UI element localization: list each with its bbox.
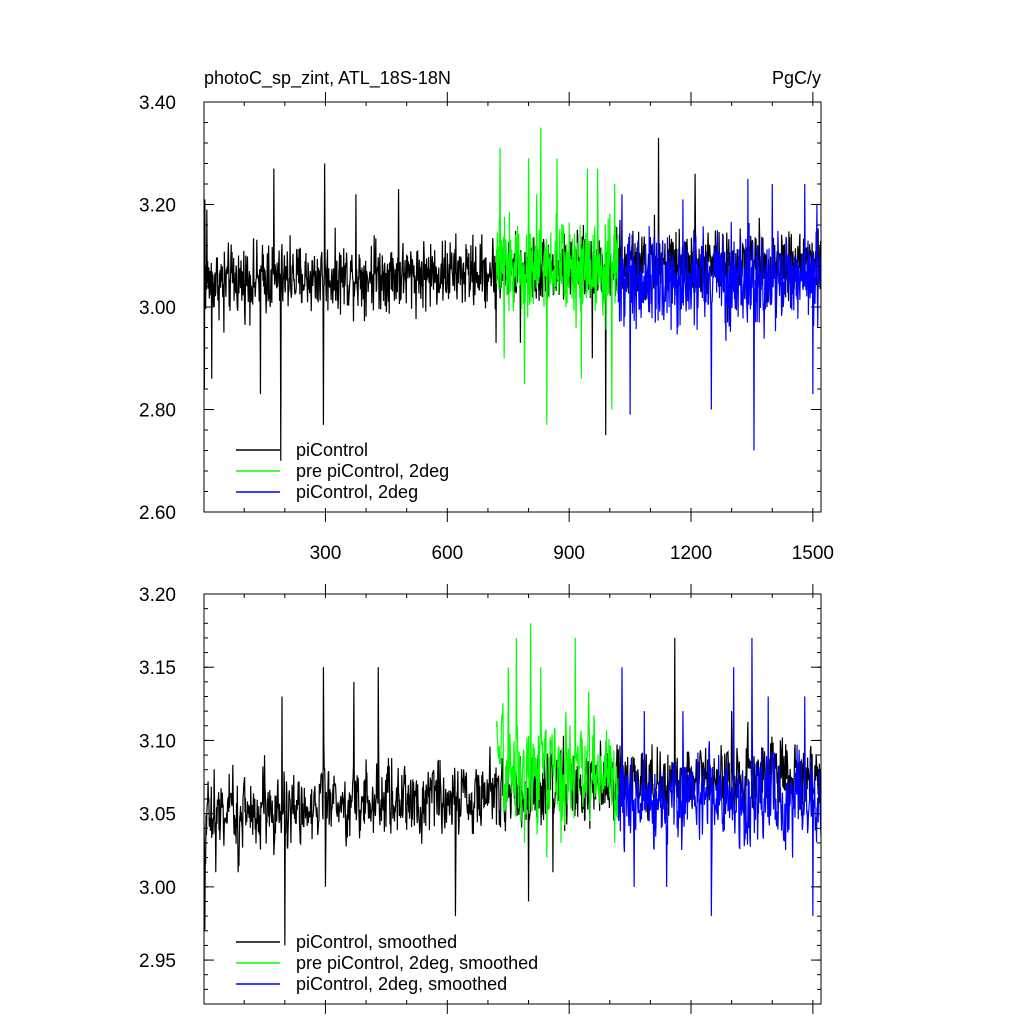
top-axes: 2.60 2.80 3.00 3.20 3.40 300 600 900 1200 1500 (139, 92, 834, 564)
y-tick-label: 3.10 (139, 731, 176, 752)
top-title-right: PgC/y (772, 68, 821, 88)
series-line (495, 127, 619, 425)
series-line (495, 623, 619, 858)
top-series-group (204, 127, 821, 461)
bottom-series-group (204, 623, 821, 946)
y-tick-label: 3.40 (139, 93, 176, 114)
series-line (617, 637, 821, 917)
bottom-panel: 2.95 3.00 3.05 3.10 3.15 3.20 piControl, smoo… (139, 584, 822, 1014)
y-tick-label: 2.60 (139, 503, 176, 524)
top-panel: photoC_sp_zint, ATL_18S-18N PgC/y 2.602.… (139, 68, 834, 564)
legend-label: pre piControl, 2deg, smoothed (296, 953, 538, 973)
x-tick-label: 1200 (670, 543, 712, 564)
y-tick-label: 3.05 (139, 805, 176, 826)
legend-label: piControl, 2deg (296, 482, 418, 502)
y-tick-label: 3.00 (139, 298, 176, 319)
legend-label: piControl, smoothed (296, 932, 457, 952)
y-tick-label: 3.20 (139, 196, 176, 217)
x-tick-label: 900 (553, 543, 585, 564)
legend-label: piControl, 2deg, smoothed (296, 974, 507, 994)
x-tick-label: 300 (310, 543, 342, 564)
x-tick-label: 1500 (792, 543, 834, 564)
y-tick-label: 3.20 (139, 585, 176, 606)
series-line (617, 178, 821, 451)
legend-label: piControl (296, 440, 368, 460)
y-tick-label: 3.15 (139, 658, 176, 679)
x-tick-label: 600 (431, 543, 463, 564)
y-tick-label: 2.80 (139, 401, 176, 422)
bottom-axes: 2.95 3.00 3.05 3.10 3.15 3.20 (139, 584, 821, 1014)
top-title-left: photoC_sp_zint, ATL_18S-18N (204, 68, 451, 89)
y-tick-label: 2.95 (139, 951, 176, 972)
legend-label: pre piControl, 2deg (296, 461, 449, 481)
y-tick-label: 3.00 (139, 878, 176, 899)
